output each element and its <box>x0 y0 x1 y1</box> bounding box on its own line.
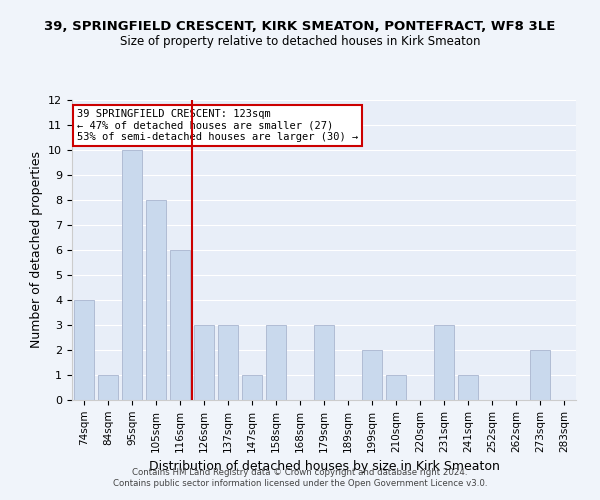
Bar <box>74 300 94 400</box>
Bar <box>386 375 406 400</box>
Bar <box>434 325 454 400</box>
Bar <box>362 350 382 400</box>
Text: 39, SPRINGFIELD CRESCENT, KIRK SMEATON, PONTEFRACT, WF8 3LE: 39, SPRINGFIELD CRESCENT, KIRK SMEATON, … <box>44 20 556 32</box>
Bar <box>266 325 286 400</box>
Text: 39 SPRINGFIELD CRESCENT: 123sqm
← 47% of detached houses are smaller (27)
53% of: 39 SPRINGFIELD CRESCENT: 123sqm ← 47% of… <box>77 109 358 142</box>
Bar <box>218 325 238 400</box>
Y-axis label: Number of detached properties: Number of detached properties <box>29 152 43 348</box>
Bar <box>242 375 262 400</box>
Bar <box>146 200 166 400</box>
Text: Contains HM Land Registry data © Crown copyright and database right 2024.
Contai: Contains HM Land Registry data © Crown c… <box>113 468 487 487</box>
Bar <box>122 150 142 400</box>
Bar <box>458 375 478 400</box>
Bar <box>170 250 190 400</box>
Bar <box>314 325 334 400</box>
Bar <box>530 350 550 400</box>
Text: Size of property relative to detached houses in Kirk Smeaton: Size of property relative to detached ho… <box>120 34 480 48</box>
Bar <box>98 375 118 400</box>
Bar <box>194 325 214 400</box>
X-axis label: Distribution of detached houses by size in Kirk Smeaton: Distribution of detached houses by size … <box>149 460 499 473</box>
